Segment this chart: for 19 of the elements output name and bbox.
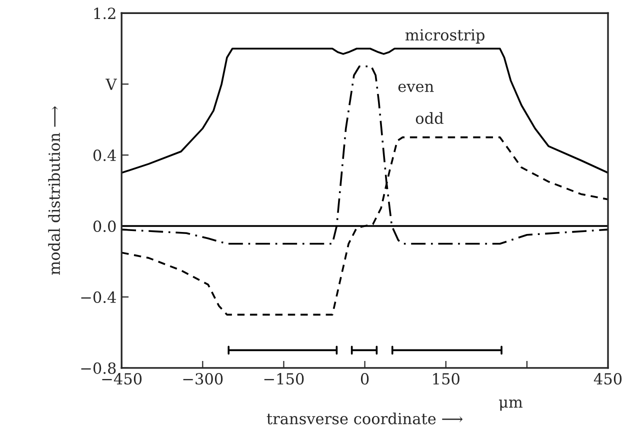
annotation: even xyxy=(398,84,434,92)
y-tick-label: V xyxy=(106,78,117,90)
annotation: odd xyxy=(416,112,444,124)
y-axis-title: modal distribution ⟶ xyxy=(48,106,60,275)
line-series xyxy=(122,48,608,174)
x-tick-label: −150 xyxy=(264,373,304,385)
x-tick-label: −450 xyxy=(102,373,142,385)
x-tick-label: −300 xyxy=(183,373,223,385)
x-axis-title: transverse coordinate ⟶ xyxy=(266,412,463,424)
x-tick-label: 450 xyxy=(594,373,622,385)
y-tick-label: 0.4 xyxy=(93,150,116,162)
y-tick-label: −0.4 xyxy=(81,291,116,303)
x-tick-label: 0 xyxy=(360,373,369,385)
y-tick-label: 0.0 xyxy=(93,220,116,232)
x-tick-label: 150 xyxy=(433,373,460,385)
text: μm xyxy=(499,399,523,411)
y-tick-label: 1.2 xyxy=(94,8,116,20)
annotation: microstrip xyxy=(405,29,484,44)
y-tick-label: −0.8 xyxy=(81,362,116,374)
